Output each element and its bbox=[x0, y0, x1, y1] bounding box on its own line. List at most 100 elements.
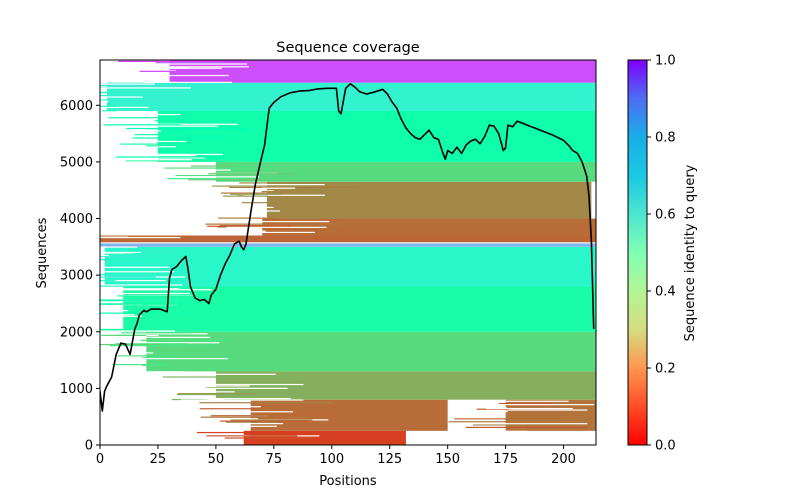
alignment-stripe bbox=[208, 173, 294, 175]
alignment-stripe bbox=[151, 155, 196, 157]
alignment-stripe bbox=[100, 266, 170, 268]
alignment-stripe bbox=[100, 100, 109, 102]
alignment-stripe bbox=[100, 330, 176, 332]
alignment-stripe bbox=[176, 176, 260, 178]
alignment-stripe bbox=[100, 87, 191, 89]
alignment-stripe bbox=[188, 179, 263, 181]
alignment-stripe bbox=[233, 183, 325, 186]
alignment-stripe bbox=[100, 303, 199, 305]
alignment-stripe bbox=[102, 110, 117, 112]
colorbar-axis: 0.0 0.2 0.4 0.6 0.8 1.0 bbox=[647, 54, 676, 454]
alignment-stripe bbox=[120, 332, 192, 334]
alignment-stripe bbox=[143, 81, 232, 83]
alignment-stripe bbox=[199, 408, 257, 410]
alignment-stripe bbox=[149, 66, 249, 68]
alignment-stripe bbox=[100, 254, 109, 257]
colorbar-tick-label: 0.8 bbox=[655, 131, 676, 146]
alignment-stripe bbox=[100, 236, 181, 239]
x-tick-label: 25 bbox=[150, 452, 167, 467]
coverage-band bbox=[243, 430, 406, 445]
alignment-stripe bbox=[164, 67, 222, 69]
alignment-stripe bbox=[100, 314, 135, 316]
alignment-stripe bbox=[100, 280, 166, 282]
alignment-stripe bbox=[204, 373, 276, 375]
coverage-band bbox=[123, 286, 596, 332]
alignment-stripe bbox=[114, 159, 192, 161]
alignment-stripe bbox=[171, 383, 304, 386]
alignment-stripe bbox=[100, 239, 157, 241]
y-tick-label: 1000 bbox=[60, 382, 93, 397]
alignment-stripe bbox=[174, 169, 231, 171]
alignment-stripe bbox=[251, 210, 280, 212]
alignment-stripe bbox=[100, 99, 167, 101]
alignment-stripe bbox=[100, 251, 141, 254]
alignment-stripe bbox=[135, 146, 177, 148]
coverage-band bbox=[104, 246, 596, 287]
x-tick-label: 200 bbox=[551, 452, 576, 467]
alignment-stripe bbox=[134, 134, 213, 136]
alignment-stripe bbox=[119, 130, 161, 132]
alignment-stripe bbox=[243, 194, 326, 196]
alignment-stripe bbox=[133, 153, 223, 156]
alignment-stripe bbox=[115, 156, 222, 158]
coverage-band bbox=[169, 60, 596, 83]
alignment-stripe bbox=[100, 333, 208, 335]
alignment-stripe bbox=[242, 411, 294, 413]
alignment-stripe bbox=[118, 60, 246, 62]
alignment-stripe bbox=[133, 70, 176, 72]
alignment-stripe bbox=[100, 96, 143, 98]
y-axis: 0 1000 2000 3000 4000 5000 6000 bbox=[60, 99, 100, 454]
alignment-stripe bbox=[103, 315, 142, 317]
alignment-stripe bbox=[100, 312, 197, 314]
alignment-stripe bbox=[180, 399, 304, 401]
alignment-stripe bbox=[100, 246, 138, 248]
alignment-stripe bbox=[219, 224, 345, 227]
alignment-stripe bbox=[241, 418, 258, 420]
alignment-stripe bbox=[448, 421, 596, 423]
x-tick-label: 125 bbox=[377, 452, 402, 467]
colorbar-tick-label: 0.2 bbox=[655, 362, 676, 377]
alignment-stripe bbox=[100, 95, 187, 97]
alignment-stripe bbox=[100, 259, 171, 261]
alignment-stripe bbox=[125, 160, 244, 162]
colorbar bbox=[627, 59, 648, 446]
alignment-stripe bbox=[452, 411, 508, 413]
alignment-stripe bbox=[100, 328, 184, 331]
alignment-stripe bbox=[216, 423, 284, 425]
colorbar-label: Sequence identity to query bbox=[683, 164, 698, 341]
alignment-stripe bbox=[141, 364, 172, 366]
plot-area bbox=[100, 60, 596, 445]
alignment-stripe bbox=[250, 206, 274, 209]
alignment-stripe bbox=[130, 336, 211, 338]
alignment-stripe bbox=[199, 402, 334, 404]
alignment-stripe bbox=[103, 124, 181, 126]
alignment-stripe bbox=[100, 92, 185, 94]
alignment-stripe bbox=[491, 409, 588, 411]
alignment-stripe bbox=[100, 273, 158, 276]
alignment-stripe bbox=[476, 408, 509, 410]
x-tick-label: 100 bbox=[319, 452, 344, 467]
alignment-stripe bbox=[261, 190, 294, 193]
alignment-stripe bbox=[486, 407, 573, 410]
alignment-stripe bbox=[108, 117, 196, 119]
alignment-stripe bbox=[140, 339, 232, 341]
alignment-stripe bbox=[212, 185, 310, 187]
alignment-stripe bbox=[100, 289, 212, 291]
alignment-stripe bbox=[176, 393, 239, 396]
alignment-stripe bbox=[175, 174, 255, 177]
alignment-stripe bbox=[230, 419, 313, 421]
alignment-stripe bbox=[221, 192, 268, 194]
alignment-stripe bbox=[157, 74, 229, 77]
alignment-stripe bbox=[100, 288, 180, 290]
alignment-stripe bbox=[100, 285, 180, 287]
alignment-stripe bbox=[206, 387, 278, 389]
y-tick-label: 5000 bbox=[60, 155, 93, 170]
alignment-stripe bbox=[101, 334, 218, 336]
alignment-stripe bbox=[157, 142, 195, 144]
alignment-stripe bbox=[190, 165, 236, 167]
alignment-stripe bbox=[200, 416, 310, 418]
alignment-stripe bbox=[146, 145, 161, 147]
alignment-stripe bbox=[141, 357, 179, 359]
coverage-band bbox=[106, 82, 596, 111]
alignment-stripe bbox=[117, 355, 193, 357]
